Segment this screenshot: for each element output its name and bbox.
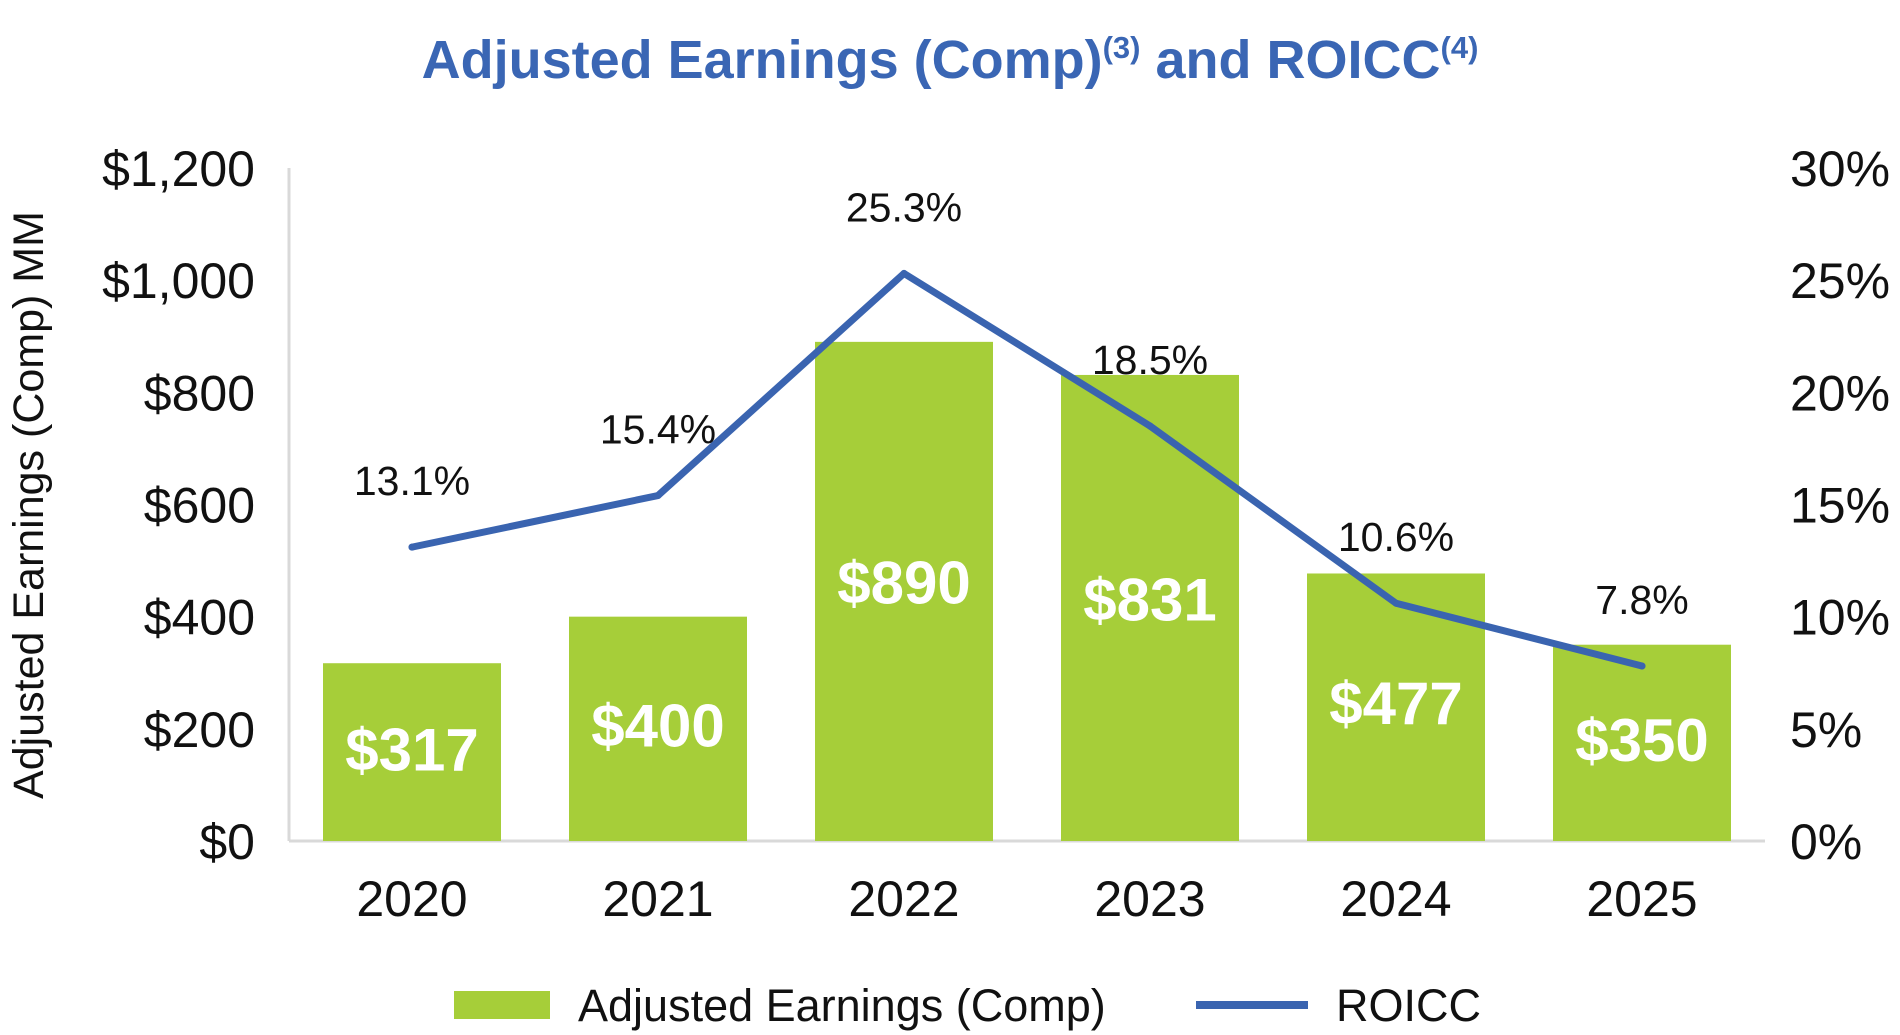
line-value-labels: 13.1% 15.4% 25.3% 18.5% 10.6% 7.8%: [354, 184, 1689, 623]
y2-tick-label: 25%: [1790, 253, 1890, 309]
y-axis-title: Adjusted Earnings (Comp) MM: [5, 211, 53, 799]
bar-value-label: $317: [345, 717, 478, 784]
y2-tick-label: 20%: [1790, 365, 1890, 421]
bar: [1061, 374, 1239, 841]
chart-title-footnote-4: (4): [1441, 30, 1479, 65]
y-tick-label: $0: [199, 814, 255, 870]
line-value-label: 7.8%: [1595, 577, 1688, 623]
bar-value-label: $890: [837, 549, 970, 616]
y-axis-ticks: $0 $200 $400 $600 $800 $1,000 $1,200: [102, 141, 255, 870]
line-point: [408, 543, 416, 551]
y-tick-label: $800: [144, 365, 255, 421]
x-tick-label: 2025: [1586, 871, 1697, 927]
line-value-label: 15.4%: [600, 407, 716, 453]
line-value-label: 13.1%: [354, 458, 470, 504]
y-tick-label: $200: [144, 702, 255, 758]
line-value-label: 18.5%: [1092, 337, 1208, 383]
chart-title-middle: and ROICC: [1141, 30, 1441, 90]
x-tick-label: 2023: [1094, 871, 1205, 927]
x-tick-label: 2021: [602, 871, 713, 927]
y2-tick-label: 30%: [1790, 141, 1890, 197]
y2-tick-label: 5%: [1790, 702, 1862, 758]
legend-swatch-bar: [454, 991, 550, 1019]
line-point: [1146, 422, 1154, 430]
y-tick-label: $1,200: [102, 141, 255, 197]
y2-tick-label: 10%: [1790, 590, 1890, 646]
legend-label-line: ROICC: [1336, 980, 1481, 1031]
y-tick-label: $600: [144, 478, 255, 534]
legend-label-bar: Adjusted Earnings (Comp): [578, 980, 1106, 1031]
line-series: [408, 269, 1646, 670]
y2-tick-label: 15%: [1790, 478, 1890, 534]
line-point: [1392, 599, 1400, 607]
y2-tick-label: 0%: [1790, 814, 1862, 870]
bar-value-label: $350: [1575, 707, 1708, 774]
bar: [323, 663, 501, 841]
y-tick-label: $400: [144, 590, 255, 646]
y-tick-label: $1,000: [102, 253, 255, 309]
legend: Adjusted Earnings (Comp) ROICC: [454, 980, 1481, 1031]
x-tick-label: 2020: [356, 871, 467, 927]
line-value-label: 10.6%: [1338, 514, 1454, 560]
chart-title: Adjusted Earnings (Comp)(3) and ROICC(4): [422, 30, 1479, 90]
x-tick-label: 2024: [1340, 871, 1451, 927]
line-value-label: 25.3%: [846, 184, 962, 230]
line-point: [654, 492, 662, 500]
roicc-line: [408, 269, 1646, 670]
bar-series: [323, 341, 1731, 841]
bar: [1553, 644, 1731, 841]
line-point: [1638, 662, 1646, 670]
bar-value-label: $477: [1329, 670, 1462, 737]
bar-value-label: $400: [591, 692, 724, 759]
bar-value-label: $831: [1083, 567, 1216, 634]
line-point: [900, 269, 908, 277]
chart-title-footnote-3: (3): [1103, 30, 1141, 65]
bar-value-labels: $317 $400 $890 $831 $477 $350: [345, 549, 1708, 783]
chart-title-main: Adjusted Earnings (Comp): [422, 30, 1103, 90]
x-axis-ticks: 2020 2021 2022 2023 2024 2025: [356, 871, 1697, 927]
x-tick-label: 2022: [848, 871, 959, 927]
bar: [569, 616, 747, 841]
bar: [815, 341, 993, 841]
y2-axis-ticks: 0% 5% 10% 15% 20% 25% 30%: [1790, 141, 1890, 870]
